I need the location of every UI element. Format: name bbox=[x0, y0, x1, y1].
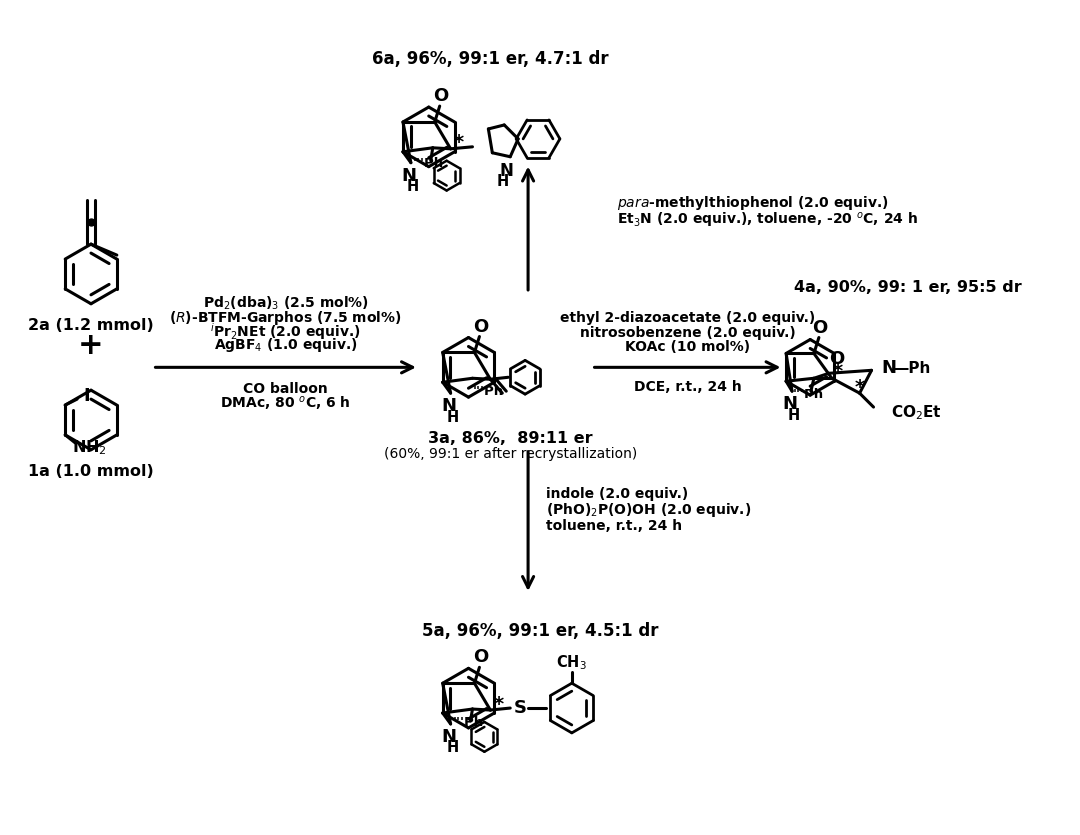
Text: *: * bbox=[854, 377, 865, 397]
Text: —Ph: —Ph bbox=[893, 361, 931, 376]
Text: DCE, r.t., 24 h: DCE, r.t., 24 h bbox=[634, 380, 741, 394]
Text: $\mathit{para}$-methylthiophenol (2.0 equiv.): $\mathit{para}$-methylthiophenol (2.0 eq… bbox=[618, 195, 889, 212]
Text: (60%, 99:1 er after recrystallization): (60%, 99:1 er after recrystallization) bbox=[383, 447, 637, 461]
Text: S: S bbox=[514, 699, 527, 717]
Text: CH$_3$: CH$_3$ bbox=[556, 653, 588, 671]
Text: N: N bbox=[441, 397, 456, 415]
Text: H: H bbox=[407, 179, 419, 194]
Text: *: * bbox=[833, 362, 842, 381]
Text: '''Ph: '''Ph bbox=[793, 387, 824, 401]
Text: AgBF$_4$ (1.0 equiv.): AgBF$_4$ (1.0 equiv.) bbox=[214, 337, 357, 355]
Text: O: O bbox=[473, 317, 488, 336]
Text: '''Ph: '''Ph bbox=[414, 157, 444, 170]
Text: KOAc (10 mol%): KOAc (10 mol%) bbox=[625, 341, 751, 355]
Text: +: + bbox=[78, 331, 104, 360]
Text: 2a (1.2 mmol): 2a (1.2 mmol) bbox=[28, 318, 153, 333]
Text: *: * bbox=[494, 695, 503, 714]
Text: O: O bbox=[812, 319, 827, 337]
Text: ethyl 2-diazoacetate (2.0 equiv.): ethyl 2-diazoacetate (2.0 equiv.) bbox=[559, 311, 815, 325]
Text: nitrosobenzene (2.0 equiv.): nitrosobenzene (2.0 equiv.) bbox=[580, 326, 795, 340]
Text: H: H bbox=[788, 407, 800, 423]
Text: 3a, 86%,  89:11 er: 3a, 86%, 89:11 er bbox=[428, 432, 593, 447]
Text: $^i$Pr$_2$NEt (2.0 equiv.): $^i$Pr$_2$NEt (2.0 equiv.) bbox=[211, 321, 361, 342]
Text: O: O bbox=[829, 351, 845, 368]
Text: NH$_2$: NH$_2$ bbox=[71, 438, 106, 457]
Text: N: N bbox=[881, 359, 896, 377]
Text: I: I bbox=[84, 387, 91, 405]
Text: toluene, r.t., 24 h: toluene, r.t., 24 h bbox=[546, 519, 683, 534]
Text: ($\mathit{R}$)-BTFM-Garphos (7.5 mol%): ($\mathit{R}$)-BTFM-Garphos (7.5 mol%) bbox=[170, 309, 402, 326]
Text: 4a, 90%, 99: 1 er, 95:5 dr: 4a, 90%, 99: 1 er, 95:5 dr bbox=[794, 281, 1022, 296]
Text: H: H bbox=[496, 174, 509, 189]
Text: '''Ph: '''Ph bbox=[453, 716, 484, 730]
Text: DMAc, 80 $^o$C, 6 h: DMAc, 80 $^o$C, 6 h bbox=[220, 394, 351, 412]
Text: CO balloon: CO balloon bbox=[243, 382, 328, 396]
Text: N: N bbox=[499, 162, 513, 180]
Text: N: N bbox=[783, 395, 797, 413]
Text: N: N bbox=[441, 728, 456, 746]
Text: 5a, 96%, 99:1 er, 4.5:1 dr: 5a, 96%, 99:1 er, 4.5:1 dr bbox=[422, 621, 658, 640]
Text: O: O bbox=[473, 649, 488, 666]
Text: *: * bbox=[454, 134, 463, 152]
Text: H: H bbox=[446, 409, 459, 424]
Text: N: N bbox=[402, 167, 417, 185]
Text: indole (2.0 equiv.): indole (2.0 equiv.) bbox=[546, 488, 688, 502]
Text: O: O bbox=[433, 87, 448, 105]
Text: (PhO)$_2$P(O)OH (2.0 equiv.): (PhO)$_2$P(O)OH (2.0 equiv.) bbox=[546, 501, 752, 519]
Text: Pd$_2$(dba)$_3$ (2.5 mol%): Pd$_2$(dba)$_3$ (2.5 mol%) bbox=[203, 295, 368, 312]
Text: 1a (1.0 mmol): 1a (1.0 mmol) bbox=[28, 464, 153, 479]
Text: Et$_3$N (2.0 equiv.), toluene, -20 $^o$C, 24 h: Et$_3$N (2.0 equiv.), toluene, -20 $^o$C… bbox=[618, 210, 918, 230]
Text: H: H bbox=[446, 741, 459, 756]
Text: 6a, 96%, 99:1 er, 4.7:1 dr: 6a, 96%, 99:1 er, 4.7:1 dr bbox=[372, 50, 609, 68]
Text: '''Ph: '''Ph bbox=[473, 385, 504, 397]
Text: CO$_2$Et: CO$_2$Et bbox=[891, 403, 943, 423]
